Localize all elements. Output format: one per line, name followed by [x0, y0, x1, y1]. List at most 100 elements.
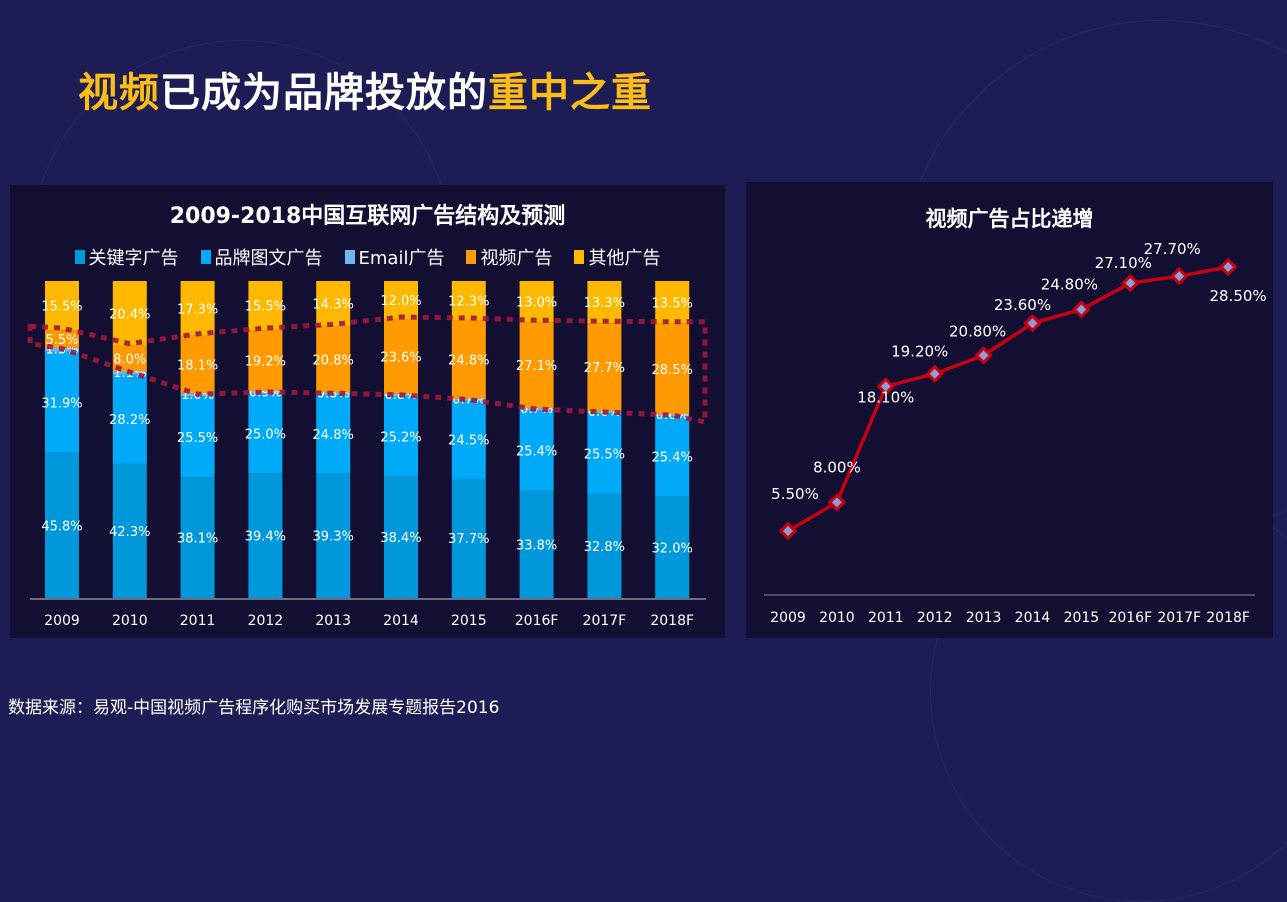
bar-label: 28.5% — [652, 363, 693, 378]
data-label: 19.20% — [891, 343, 948, 361]
data-point-marker — [827, 493, 847, 512]
stacked-bar-plot: 45.8%31.9%1.3%5.5%15.5%200942.3%28.2%1.1… — [27, 281, 708, 629]
bar-segment-keyword — [248, 473, 283, 598]
bar-segment-keyword — [45, 452, 79, 598]
data-label: 20.80% — [949, 322, 1006, 340]
bar-label: 45.8% — [41, 519, 82, 534]
data-point-marker — [1218, 257, 1238, 277]
bar-segment-brand — [316, 394, 351, 474]
bar-segment-brand — [519, 410, 554, 491]
bar-segment-other — [451, 281, 486, 320]
legend-swatch — [74, 250, 85, 264]
video-highlight-outline — [27, 314, 708, 426]
x-tick-label: 2014 — [1015, 610, 1051, 626]
bar-segment-keyword — [112, 463, 147, 598]
bar-segment-other — [316, 281, 351, 327]
bar-label: 28.2% — [109, 413, 150, 428]
bar-segment-keyword — [316, 473, 351, 598]
x-tick-label: 2009 — [44, 613, 80, 629]
x-tick-label: 2015 — [451, 613, 487, 629]
bar-label: 23.6% — [380, 350, 421, 365]
x-tick-label: 2010 — [112, 613, 148, 629]
line-plot: 5.50% 8.00% 18.10% 19.20%20.80% 23.60% 24.80%… — [764, 240, 1267, 626]
legend-label: 关键字广告 — [88, 248, 179, 269]
chart-legend: 关键字广告 品牌图文广告 Email广告 视频广告 其他广告 — [10, 244, 725, 270]
bar-segment-video — [655, 323, 690, 415]
line-chart-panel: 视频广告占比递增 5.50% 8.00% 18.10% 19.20% 20.80% 23.… — [746, 182, 1273, 638]
headline-highlight: 重中之重 — [488, 70, 652, 116]
bar-segment-keyword — [519, 490, 554, 598]
bar-label: 38.4% — [380, 531, 421, 546]
chart-title: 视频广告占比递增 — [925, 207, 1094, 231]
bar-segment-brand — [112, 374, 147, 464]
bar-label: 25.5% — [177, 431, 218, 446]
data-point-marker — [1072, 300, 1091, 319]
bar-label: 13.3% — [584, 296, 625, 311]
bar-label: 25.4% — [516, 445, 557, 460]
legend-label: Email广告 — [358, 248, 445, 269]
bar-group-2014: 38.4%25.2%0.8%23.6%12.0% — [380, 281, 422, 598]
bar-segment-brand — [180, 396, 215, 478]
legend-item-other: 其他广告 — [574, 244, 660, 270]
bar-label: 13.5% — [652, 296, 693, 311]
data-label: 27.10% — [1095, 254, 1152, 272]
bar-label: 15.5% — [245, 300, 286, 315]
bar-label: 42.3% — [109, 525, 150, 540]
bar-segment-other — [519, 281, 554, 323]
series-line — [787, 265, 1229, 533]
data-label: 23.60% — [994, 296, 1051, 314]
headline-highlight: 视频 — [78, 70, 160, 116]
bar-segment-keyword — [655, 496, 690, 598]
bar-group-2009: 45.8%31.9%1.3%5.5%15.5% — [41, 281, 83, 598]
bar-segment-keyword — [587, 493, 622, 598]
bar-segment-video — [180, 335, 215, 394]
chart-title: 2009-2018中国互联网广告结构及预测 — [169, 204, 566, 229]
x-tick-label: 2017F — [583, 613, 627, 629]
bar-group-2010: 42.3%28.2%1.1%8.0%20.4% — [109, 281, 150, 598]
bar-segment-video — [45, 330, 79, 348]
bar-group-2013: 39.3%24.8%0.8%20.8%14.3% — [313, 281, 354, 598]
legend-item-video: 视频广告 — [466, 244, 552, 270]
x-tick-label: 2011 — [868, 610, 904, 626]
bar-label: 39.4% — [245, 530, 286, 545]
bar-segment-other — [45, 281, 79, 331]
bar-label: 8.0% — [113, 352, 146, 367]
x-tick-label: 2011 — [180, 613, 216, 629]
bar-label: 20.8% — [313, 353, 354, 368]
x-tick-label: 2013 — [966, 610, 1002, 626]
bar-label: 20.4% — [109, 307, 150, 322]
bar-segment-keyword — [451, 478, 486, 598]
bar-label: 24.8% — [448, 353, 489, 368]
x-tick-label: 2012 — [248, 613, 284, 629]
x-tick-label: 2018F — [650, 613, 694, 629]
bar-label: 14.3% — [313, 298, 354, 313]
headline-text: 已成为品牌投放的 — [160, 70, 488, 116]
data-point-marker — [778, 521, 798, 541]
data-point-marker — [1170, 266, 1189, 286]
bar-group-2011: 38.1%25.5%1.0%18.1%17.3% — [177, 281, 218, 598]
data-point-marker — [876, 377, 895, 396]
data-point-marker — [1023, 314, 1042, 333]
x-tick-label: 2013 — [315, 613, 351, 629]
page-headline: 视频已成为品牌投放的重中之重 — [78, 60, 652, 118]
bar-group-2017F: 32.8%25.5%0.6%27.7%13.3% — [584, 281, 625, 598]
bar-segment-video — [384, 319, 418, 394]
stacked-bar-chart-panel: 2009-2018中国互联网广告结构及预测 关键字广告 品牌图文广告 Email… — [10, 185, 725, 638]
x-tick-label: 2015 — [1064, 610, 1100, 626]
bar-segment-keyword — [384, 476, 418, 598]
bar-segment-other — [655, 281, 690, 324]
legend-item-email: Email广告 — [344, 244, 445, 270]
data-label: 8.00% — [813, 458, 861, 476]
bar-segment-video — [248, 330, 283, 391]
bar-label: 33.8% — [516, 538, 557, 553]
legend-label: 视频广告 — [480, 248, 553, 269]
bar-label: 15.5% — [41, 300, 82, 315]
data-label: 24.80% — [1041, 275, 1098, 293]
legend-swatch — [466, 250, 477, 264]
bar-label: 37.7% — [448, 532, 489, 547]
data-point-marker — [925, 364, 944, 383]
x-tick-label: 2010 — [819, 610, 855, 626]
bar-segment-email — [519, 408, 554, 411]
data-label: 27.70% — [1144, 240, 1201, 258]
bar-segment-keyword — [180, 477, 215, 598]
